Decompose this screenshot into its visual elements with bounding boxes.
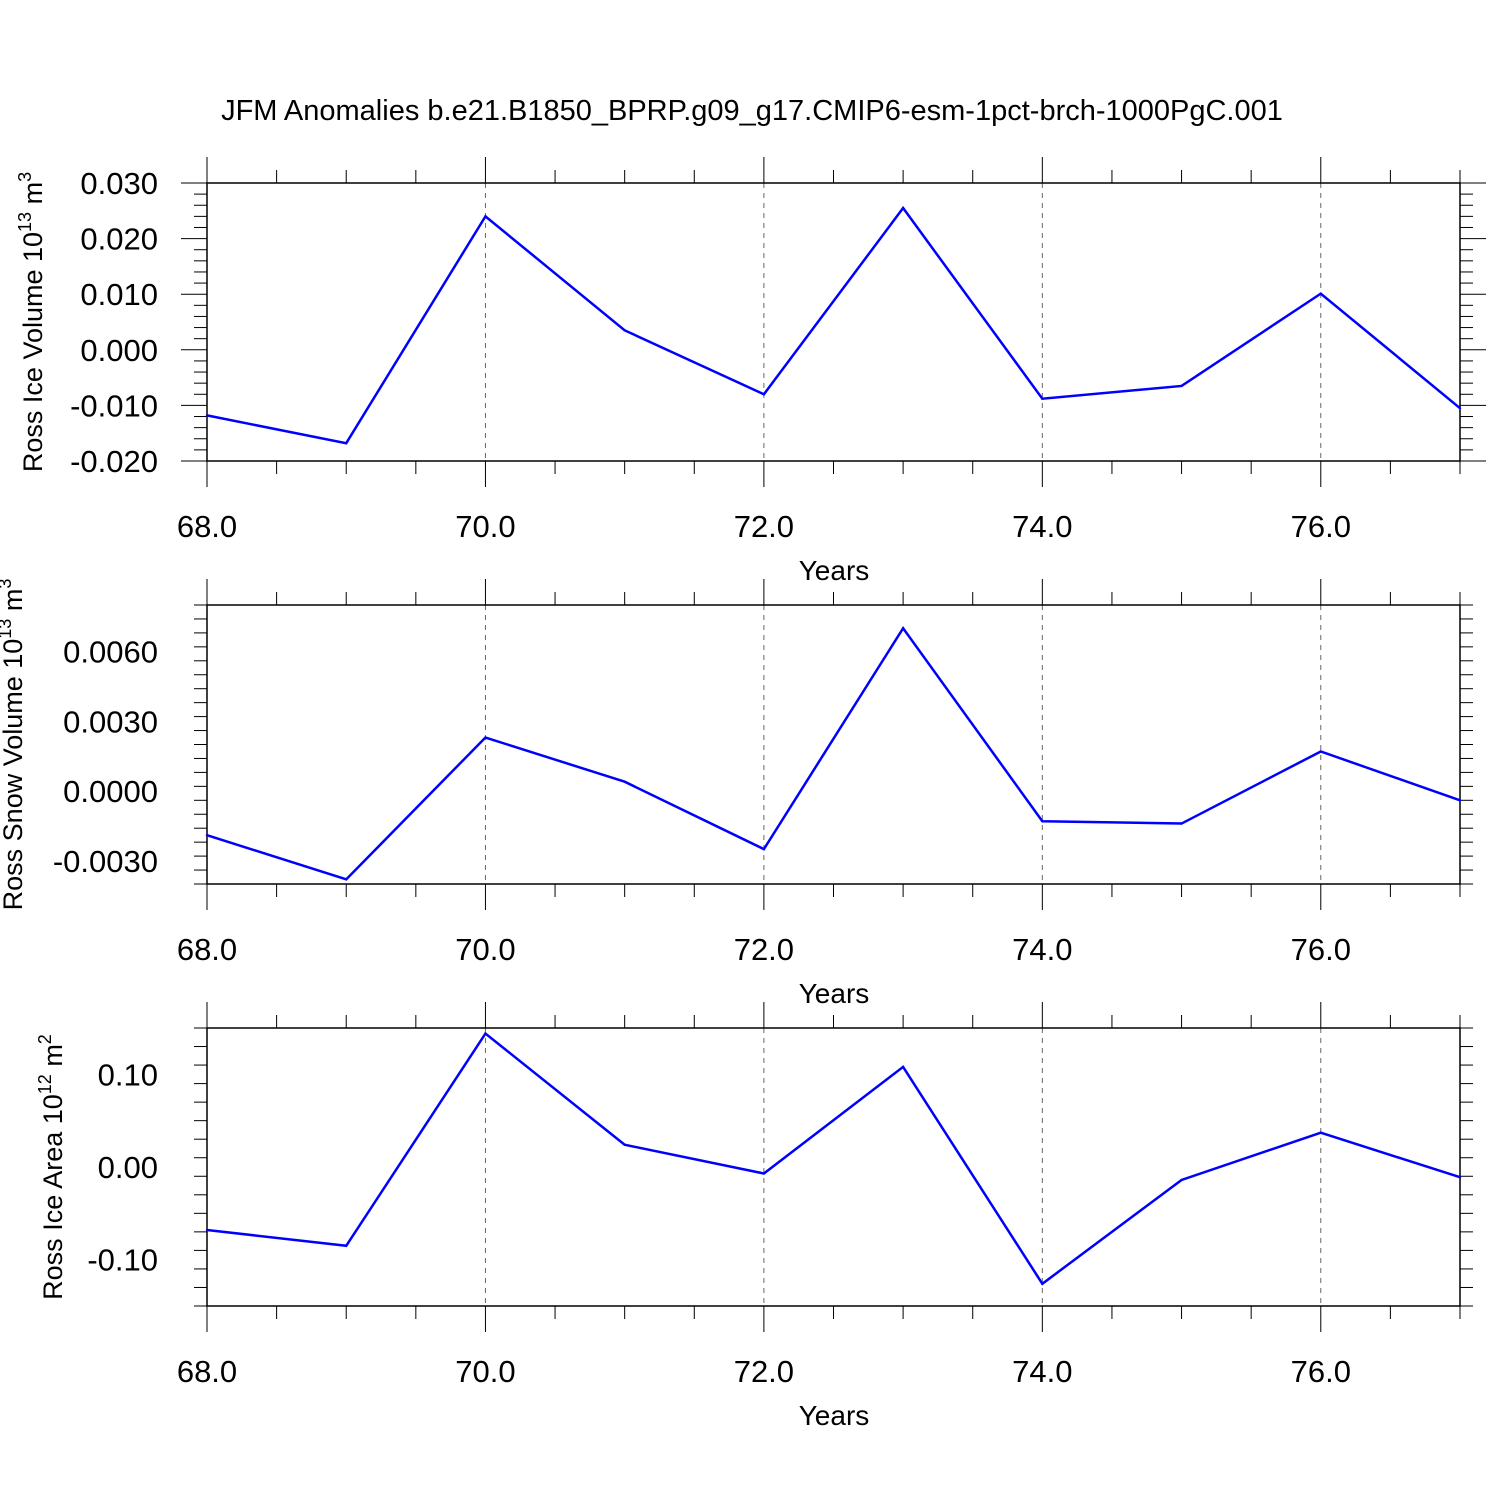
y-tick-label: 0.030 [80,166,158,201]
data-point [484,1032,487,1035]
y-axis-label-superscript: 2 [35,1034,55,1044]
panels: -0.020 -0.010 0.000 0.010 0.020 0.030 68.0 70.0… [0,157,1486,1431]
data-point [1458,1175,1462,1179]
y-axis-label-text: Ross Ice Volume 10 [18,232,48,472]
series-line [206,626,1461,881]
y-axis-label-text: Ross Snow Volume 10 [0,639,28,911]
x-tick-label: 76.0 [1291,1354,1351,1389]
x-tick-label: 76.0 [1291,932,1351,967]
data-point [1041,1282,1044,1285]
y-tick-label: -0.010 [70,388,158,423]
data-point [205,414,209,417]
x-tick-label: 68.0 [177,1354,237,1389]
x-tick-label: 74.0 [1012,932,1072,967]
data-point [484,215,487,218]
x-tick-label: 74.0 [1012,1354,1072,1389]
x-tick-label: 76.0 [1291,509,1351,544]
data-point [205,833,209,837]
x-tick-label: 70.0 [455,509,515,544]
data-point [1319,750,1322,753]
data-point [1458,406,1462,410]
data-point [762,1172,766,1175]
data-point [1180,1178,1183,1182]
y-tick-label: 0.0030 [63,704,158,739]
x-tick-label: 68.0 [177,932,237,967]
y-axis-label: Ross Ice Area 1012 m2 [35,1034,68,1300]
data-point [1180,384,1183,388]
x-tick-label: 72.0 [734,1354,794,1389]
y-tick-label: -0.10 [87,1243,158,1278]
data-point [345,1244,348,1247]
y-axis-label-superscript: 13 [15,212,35,232]
data-point [345,442,348,445]
y-tick-label: 0.0000 [63,774,158,809]
data-point [762,393,766,396]
data-point [1041,820,1044,823]
y-tick-label: 0.10 [98,1057,158,1092]
x-tick-label: 74.0 [1012,509,1072,544]
x-axis-label: Years [799,1400,870,1431]
data-point [345,878,348,881]
plot-frame [206,1027,1461,1307]
x-tick-label: 72.0 [734,509,794,544]
data-point [901,627,905,630]
y-axis-label: Ross Ice Volume 1013 m3 [15,172,48,472]
data-point [484,736,487,739]
y-axis-label-superscript: 12 [35,1074,55,1094]
y-axis-label-text: m [38,1044,68,1074]
x-tick-label: 70.0 [455,932,515,967]
y-tick-label: 0.000 [80,333,158,368]
data-point [901,206,905,210]
y-axis-label-superscript: 3 [0,579,15,589]
y-axis-label-superscript: 13 [0,619,15,639]
data-point [1458,799,1462,802]
x-tick-label: 68.0 [177,509,237,544]
chart-panel-2: -0.0030 0.0000 0.0030 0.0060 68.0 70.0 72.0 74.… [0,579,1473,1009]
y-tick-label: 0.020 [80,222,158,257]
y-tick-label: 0.00 [98,1150,158,1185]
x-axis-label: Years [799,978,870,1009]
figure-title: JFM Anomalies b.e21.B1850_BPRP.g09_g17.C… [221,95,1283,127]
series-line [206,205,1461,445]
y-axis-label-text: Ross Ice Area 10 [38,1094,68,1300]
series-line [206,1031,1461,1286]
data-point [901,1065,905,1069]
y-axis-label: Ross Snow Volume 1013 m3 [0,579,28,911]
data-point [1319,1131,1322,1134]
data-point [623,1143,626,1146]
data-point [623,329,626,332]
data-point [762,847,766,851]
x-axis-label: Years [799,555,870,586]
chart-panel-1: -0.020 -0.010 0.000 0.010 0.020 0.030 68.0 70.0… [15,157,1486,586]
y-tick-label: -0.020 [70,444,158,479]
data-point [623,780,626,783]
y-tick-label: 0.0060 [63,635,158,670]
y-axis-label-superscript: 3 [15,172,35,182]
y-axis-label-text: m [0,589,28,619]
y-tick-label: 0.010 [80,277,158,312]
data-point [1041,397,1044,400]
data-point [205,1228,209,1232]
chart-panel-3: -0.10 0.00 0.10 68.0 70.0 72.0 74.0 76.0 Years Ro… [35,1002,1473,1431]
data-point [1319,292,1322,295]
x-tick-label: 72.0 [734,932,794,967]
data-point [1180,822,1183,825]
y-axis-label-text: m [18,182,48,212]
plot-frame [206,182,1461,462]
y-tick-label: -0.0030 [53,844,158,879]
x-tick-label: 70.0 [455,1354,515,1389]
plot-frame [206,604,1461,885]
